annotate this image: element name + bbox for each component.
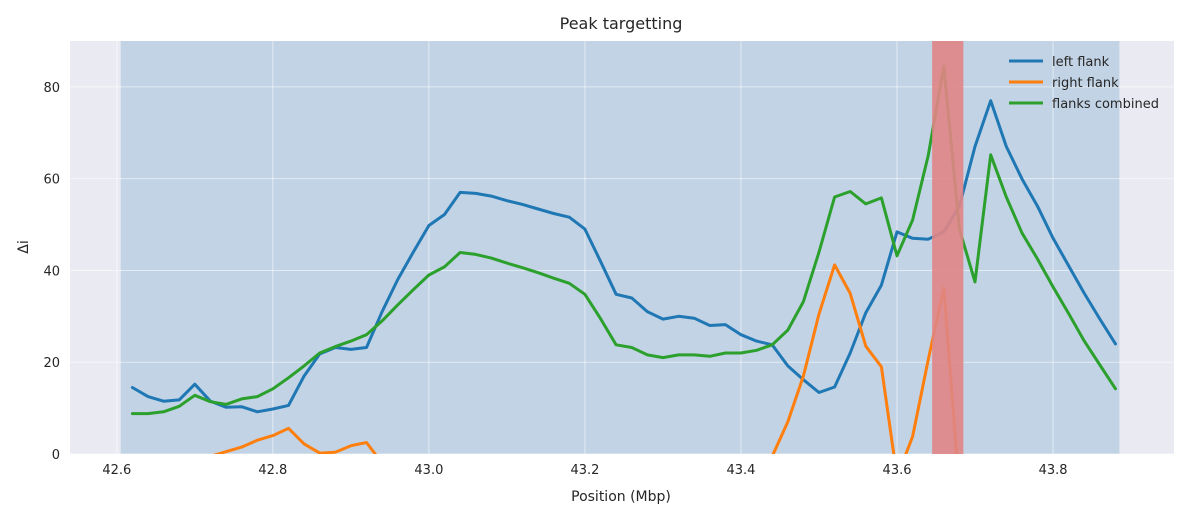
x-tick-label: 43.6 — [883, 463, 912, 478]
x-tick-label: 43.0 — [414, 463, 443, 478]
legend-label: left flank — [1052, 55, 1110, 70]
y-axis-label: Δi — [16, 240, 32, 253]
y-tick-label: 20 — [43, 356, 60, 371]
x-tick-label: 43.4 — [727, 463, 756, 478]
x-axis-label: Position (Mbp) — [571, 489, 671, 505]
y-tick-label: 40 — [43, 264, 60, 279]
background-region — [120, 41, 1120, 454]
x-tick-label: 43.8 — [1039, 463, 1068, 478]
legend-label: flanks combined — [1052, 97, 1159, 112]
x-tick-label: 42.6 — [102, 463, 131, 478]
chart-title: Peak targetting — [560, 14, 683, 33]
y-tick-label: 60 — [43, 173, 60, 188]
x-tick-label: 42.8 — [258, 463, 287, 478]
highlight-region — [932, 41, 964, 454]
y-tick-label: 80 — [43, 81, 60, 96]
legend: left flank right flank flanks combined — [1009, 55, 1159, 112]
x-tick-label: 43.2 — [570, 463, 599, 478]
y-tick-label: 0 — [52, 448, 60, 463]
legend-label: right flank — [1052, 76, 1119, 91]
